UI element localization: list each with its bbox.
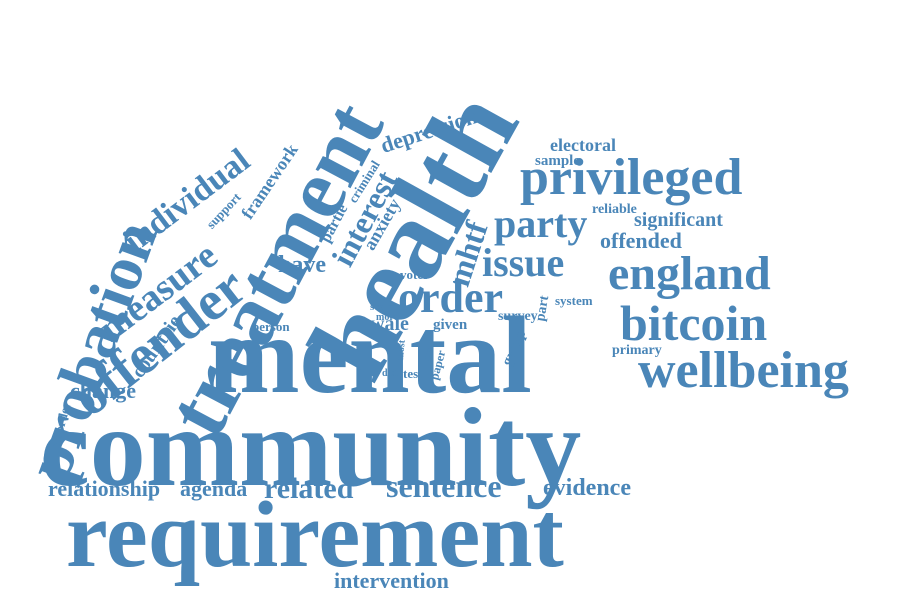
word-intervention: intervention <box>334 568 449 593</box>
word-voter: voter <box>400 267 429 282</box>
word-reliable: reliable <box>592 202 637 217</box>
word-most: most <box>395 339 408 361</box>
word-sample: sample <box>535 153 580 169</box>
word-relationship: relationship <box>48 476 161 501</box>
word-wale: wale <box>370 313 409 335</box>
word-have: have <box>278 252 326 278</box>
word-agenda: agenda <box>180 476 248 501</box>
word-requirement: requirement <box>66 483 564 587</box>
word-party: party <box>494 201 588 246</box>
word-survey: survey <box>498 309 538 324</box>
word-mental: mental <box>208 294 532 416</box>
word-significant: significant <box>634 209 723 231</box>
word-sentence: sentence <box>386 468 502 504</box>
word-evidence: evidence <box>543 475 631 501</box>
word-primary: primary <box>612 343 662 358</box>
word-change: change <box>70 378 136 403</box>
word-privileged: privileged <box>520 149 743 206</box>
word-more: more <box>376 312 399 323</box>
word-england: england <box>608 247 771 300</box>
word-offended: offended <box>600 228 682 253</box>
word-related: related <box>264 472 354 505</box>
word-part: part <box>533 294 553 323</box>
word-bitcoin: bitcoin <box>620 295 768 351</box>
word-order: order <box>398 273 504 322</box>
word-issue: issue <box>482 240 565 285</box>
word-distr: distr <box>382 368 402 379</box>
word-wellbeing: wellbeing <box>638 342 849 399</box>
word-given: given <box>433 317 468 333</box>
word-system: system <box>555 293 593 308</box>
word-person: person <box>252 319 290 334</box>
word-scale: scale <box>370 301 393 313</box>
word-community: community <box>40 386 582 510</box>
word-electoral: electoral <box>550 135 616 155</box>
word-test: test <box>403 366 423 381</box>
